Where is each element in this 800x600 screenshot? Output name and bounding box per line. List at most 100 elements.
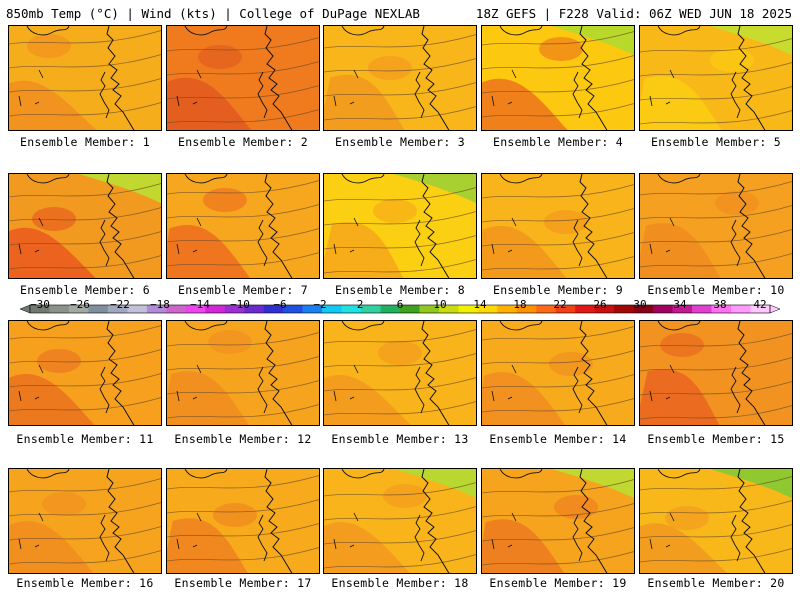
bay-outline bbox=[572, 219, 583, 267]
height-contour bbox=[167, 252, 319, 267]
warm-region bbox=[482, 519, 565, 573]
height-contour bbox=[482, 479, 634, 494]
colorbar-segment bbox=[127, 305, 148, 313]
coastline bbox=[264, 174, 293, 278]
coastline bbox=[579, 469, 608, 573]
height-contour bbox=[482, 256, 634, 271]
cool-region bbox=[552, 469, 634, 499]
colorbar-segment bbox=[477, 305, 498, 313]
ensemble-member-map bbox=[639, 320, 793, 426]
ensemble-member-label: Ensemble Member: 8 bbox=[334, 283, 466, 297]
height-contour bbox=[640, 205, 792, 220]
height-contour bbox=[324, 106, 476, 121]
height-contour bbox=[482, 398, 634, 413]
wind-barb bbox=[649, 512, 675, 550]
warm-region bbox=[373, 199, 417, 223]
colorbar-tick-label: 2 bbox=[356, 298, 364, 311]
colorbar-segment bbox=[614, 305, 634, 313]
colorbar-tick-label: 18 bbox=[513, 298, 527, 311]
colorbar-tick-label: −2 bbox=[313, 298, 327, 311]
ensemble-member-map bbox=[639, 25, 793, 131]
ensemble-member-label: Ensemble Member: 2 bbox=[177, 135, 309, 149]
height-contour bbox=[640, 381, 792, 396]
temperature-colorbar bbox=[19, 304, 781, 314]
great-lakes-outline bbox=[499, 321, 543, 331]
wind-barb bbox=[649, 364, 675, 402]
colorbar-tick-label: −10 bbox=[230, 298, 250, 311]
great-lakes-outline bbox=[657, 321, 701, 331]
wind-barb bbox=[333, 69, 359, 107]
colorbar-segment bbox=[458, 305, 479, 313]
wind-barb bbox=[333, 512, 359, 550]
colorbar-segment bbox=[438, 305, 459, 313]
warm-region bbox=[167, 77, 252, 130]
height-contour bbox=[9, 349, 161, 364]
coastline bbox=[421, 469, 450, 573]
colorbar-tick-label: −30 bbox=[30, 298, 50, 311]
ensemble-member-map bbox=[166, 320, 320, 426]
ensemble-member-map bbox=[639, 173, 793, 279]
height-contour bbox=[640, 524, 792, 539]
wind-barb bbox=[491, 364, 517, 402]
coastline bbox=[737, 321, 766, 425]
great-lakes-outline bbox=[26, 26, 70, 36]
ensemble-member-label: Ensemble Member: 6 bbox=[19, 283, 151, 297]
colorbar-segment bbox=[750, 305, 771, 313]
height-contour bbox=[167, 204, 319, 219]
colorbar-segment bbox=[185, 305, 206, 313]
warm-region bbox=[383, 484, 427, 508]
height-contour bbox=[324, 329, 476, 344]
warm-region bbox=[324, 522, 410, 573]
height-contour bbox=[324, 353, 476, 368]
wind-barb bbox=[649, 217, 675, 255]
great-lakes-outline bbox=[499, 469, 543, 479]
height-contour bbox=[482, 184, 634, 199]
bay-outline bbox=[730, 514, 741, 562]
warm-region bbox=[198, 45, 242, 69]
wind-barb bbox=[176, 512, 202, 550]
warm-region bbox=[32, 207, 76, 231]
bay-outline bbox=[572, 366, 583, 414]
bay-outline bbox=[730, 366, 741, 414]
warm-region bbox=[37, 349, 81, 373]
height-contour bbox=[640, 229, 792, 244]
colorbar-segment bbox=[205, 305, 226, 313]
cool-region bbox=[710, 469, 792, 499]
great-lakes-outline bbox=[341, 26, 385, 36]
cool-region bbox=[552, 26, 634, 56]
colorbar-segment bbox=[419, 305, 440, 313]
height-contour bbox=[9, 231, 161, 246]
great-lakes-outline bbox=[184, 469, 228, 479]
height-contour bbox=[482, 208, 634, 223]
colorbar-segment bbox=[283, 305, 303, 313]
colorbar-segment bbox=[146, 305, 167, 313]
ensemble-member-label: Ensemble Member: 7 bbox=[177, 283, 309, 297]
height-contour bbox=[482, 503, 634, 518]
height-contour bbox=[324, 82, 476, 97]
colorbar-segment bbox=[224, 305, 245, 313]
coastline bbox=[579, 174, 608, 278]
ensemble-member-map bbox=[481, 25, 635, 131]
bay-outline bbox=[99, 71, 110, 119]
wind-barb bbox=[333, 217, 359, 255]
bay-outline bbox=[572, 71, 583, 119]
colorbar-segment bbox=[341, 305, 362, 313]
height-contour bbox=[324, 58, 476, 73]
bay-outline bbox=[257, 514, 268, 562]
ensemble-member-label: Ensemble Member: 12 bbox=[174, 432, 312, 446]
coastline bbox=[579, 321, 608, 425]
height-contour bbox=[640, 86, 792, 101]
height-contour bbox=[9, 502, 161, 517]
height-contour bbox=[9, 397, 161, 412]
warm-region bbox=[203, 188, 247, 212]
colorbar-segment bbox=[302, 305, 323, 313]
colorbar-segment bbox=[555, 305, 576, 313]
run-valid-time: 18Z GEFS | F228 Valid: 06Z WED JUN 18 20… bbox=[475, 6, 792, 21]
colorbar-tick-label: 6 bbox=[396, 298, 404, 311]
colorbar-segment bbox=[380, 305, 401, 313]
height-contour bbox=[167, 499, 319, 514]
cool-region bbox=[79, 174, 161, 204]
height-contour bbox=[9, 325, 161, 340]
height-contour bbox=[167, 380, 319, 395]
height-contour bbox=[324, 211, 476, 226]
